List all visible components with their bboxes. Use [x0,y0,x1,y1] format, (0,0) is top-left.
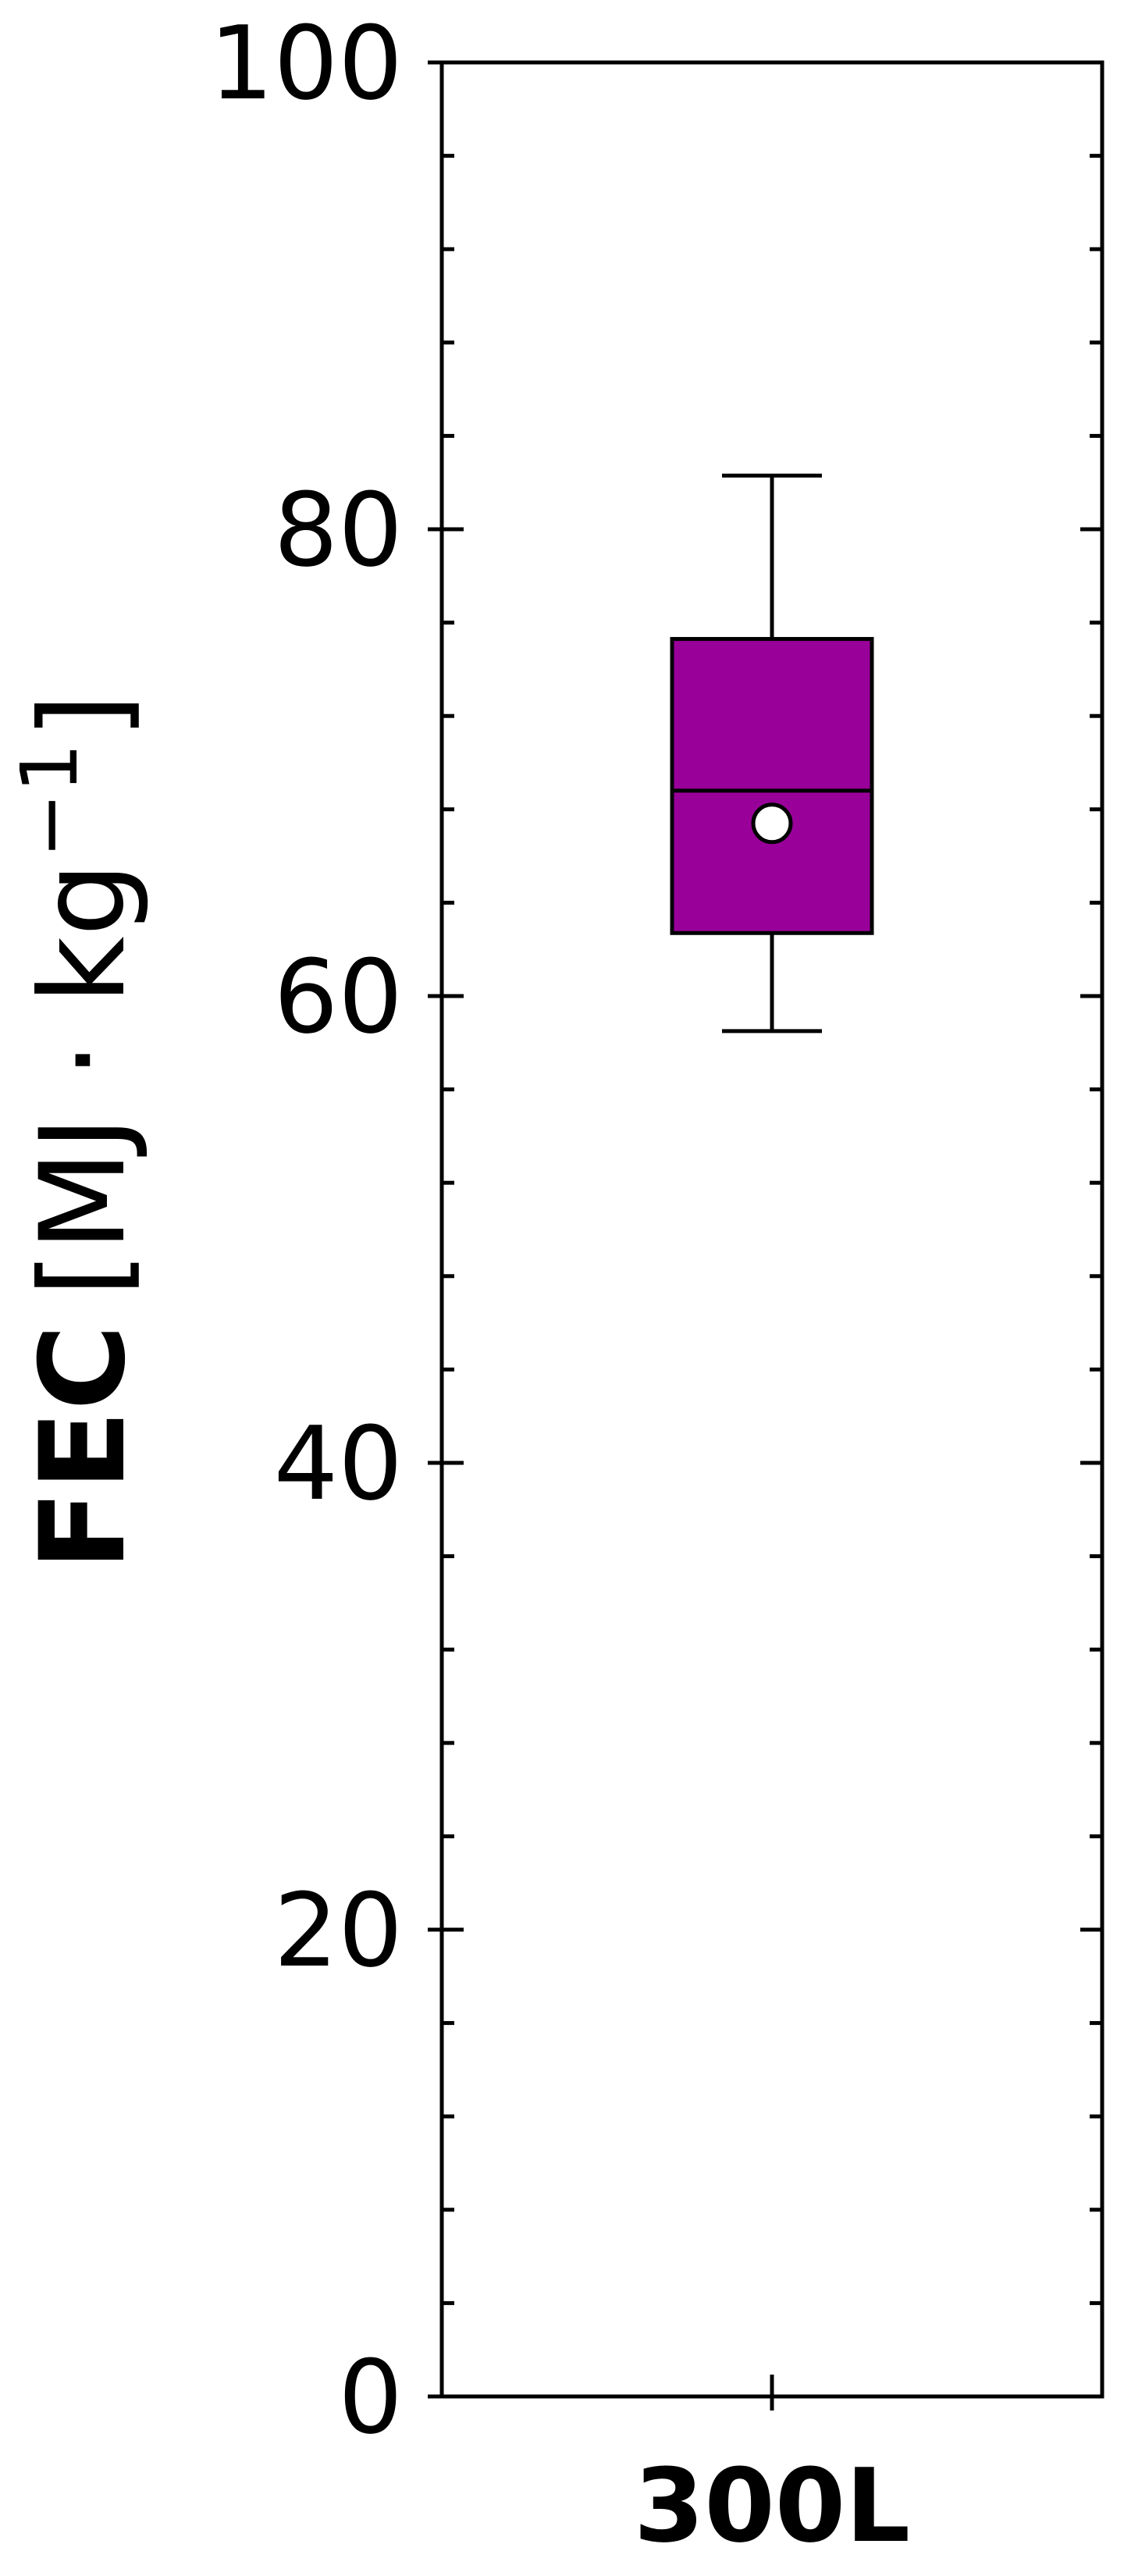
y-tick-label: 0 [338,2338,403,2457]
interquartile-box [670,637,874,935]
y-axis-label: FEC [MJ · kg −1 ] [4,693,151,1571]
x-tick-label: 300L [634,2446,910,2565]
y-tick-label: 20 [274,1871,403,1990]
y-axis-label-unit: [MJ · kg [16,862,151,1297]
y-axis-label-main: FEC [16,1325,151,1571]
tick-labels: 0 20 40 60 80 100 300L [209,4,910,2565]
y-tick-label: 60 [274,938,403,1056]
y-tick-label: 100 [209,4,403,123]
box-plot-marks [670,473,874,1034]
y-axis-label-exponent: −1 [4,743,95,858]
mean-marker [751,802,793,845]
y-axis-label-close: ] [16,693,151,739]
axes [428,60,1104,2411]
plot-frame [439,60,1104,2399]
y-tick-label: 40 [274,1404,403,1523]
y-tick-label: 80 [274,471,403,589]
